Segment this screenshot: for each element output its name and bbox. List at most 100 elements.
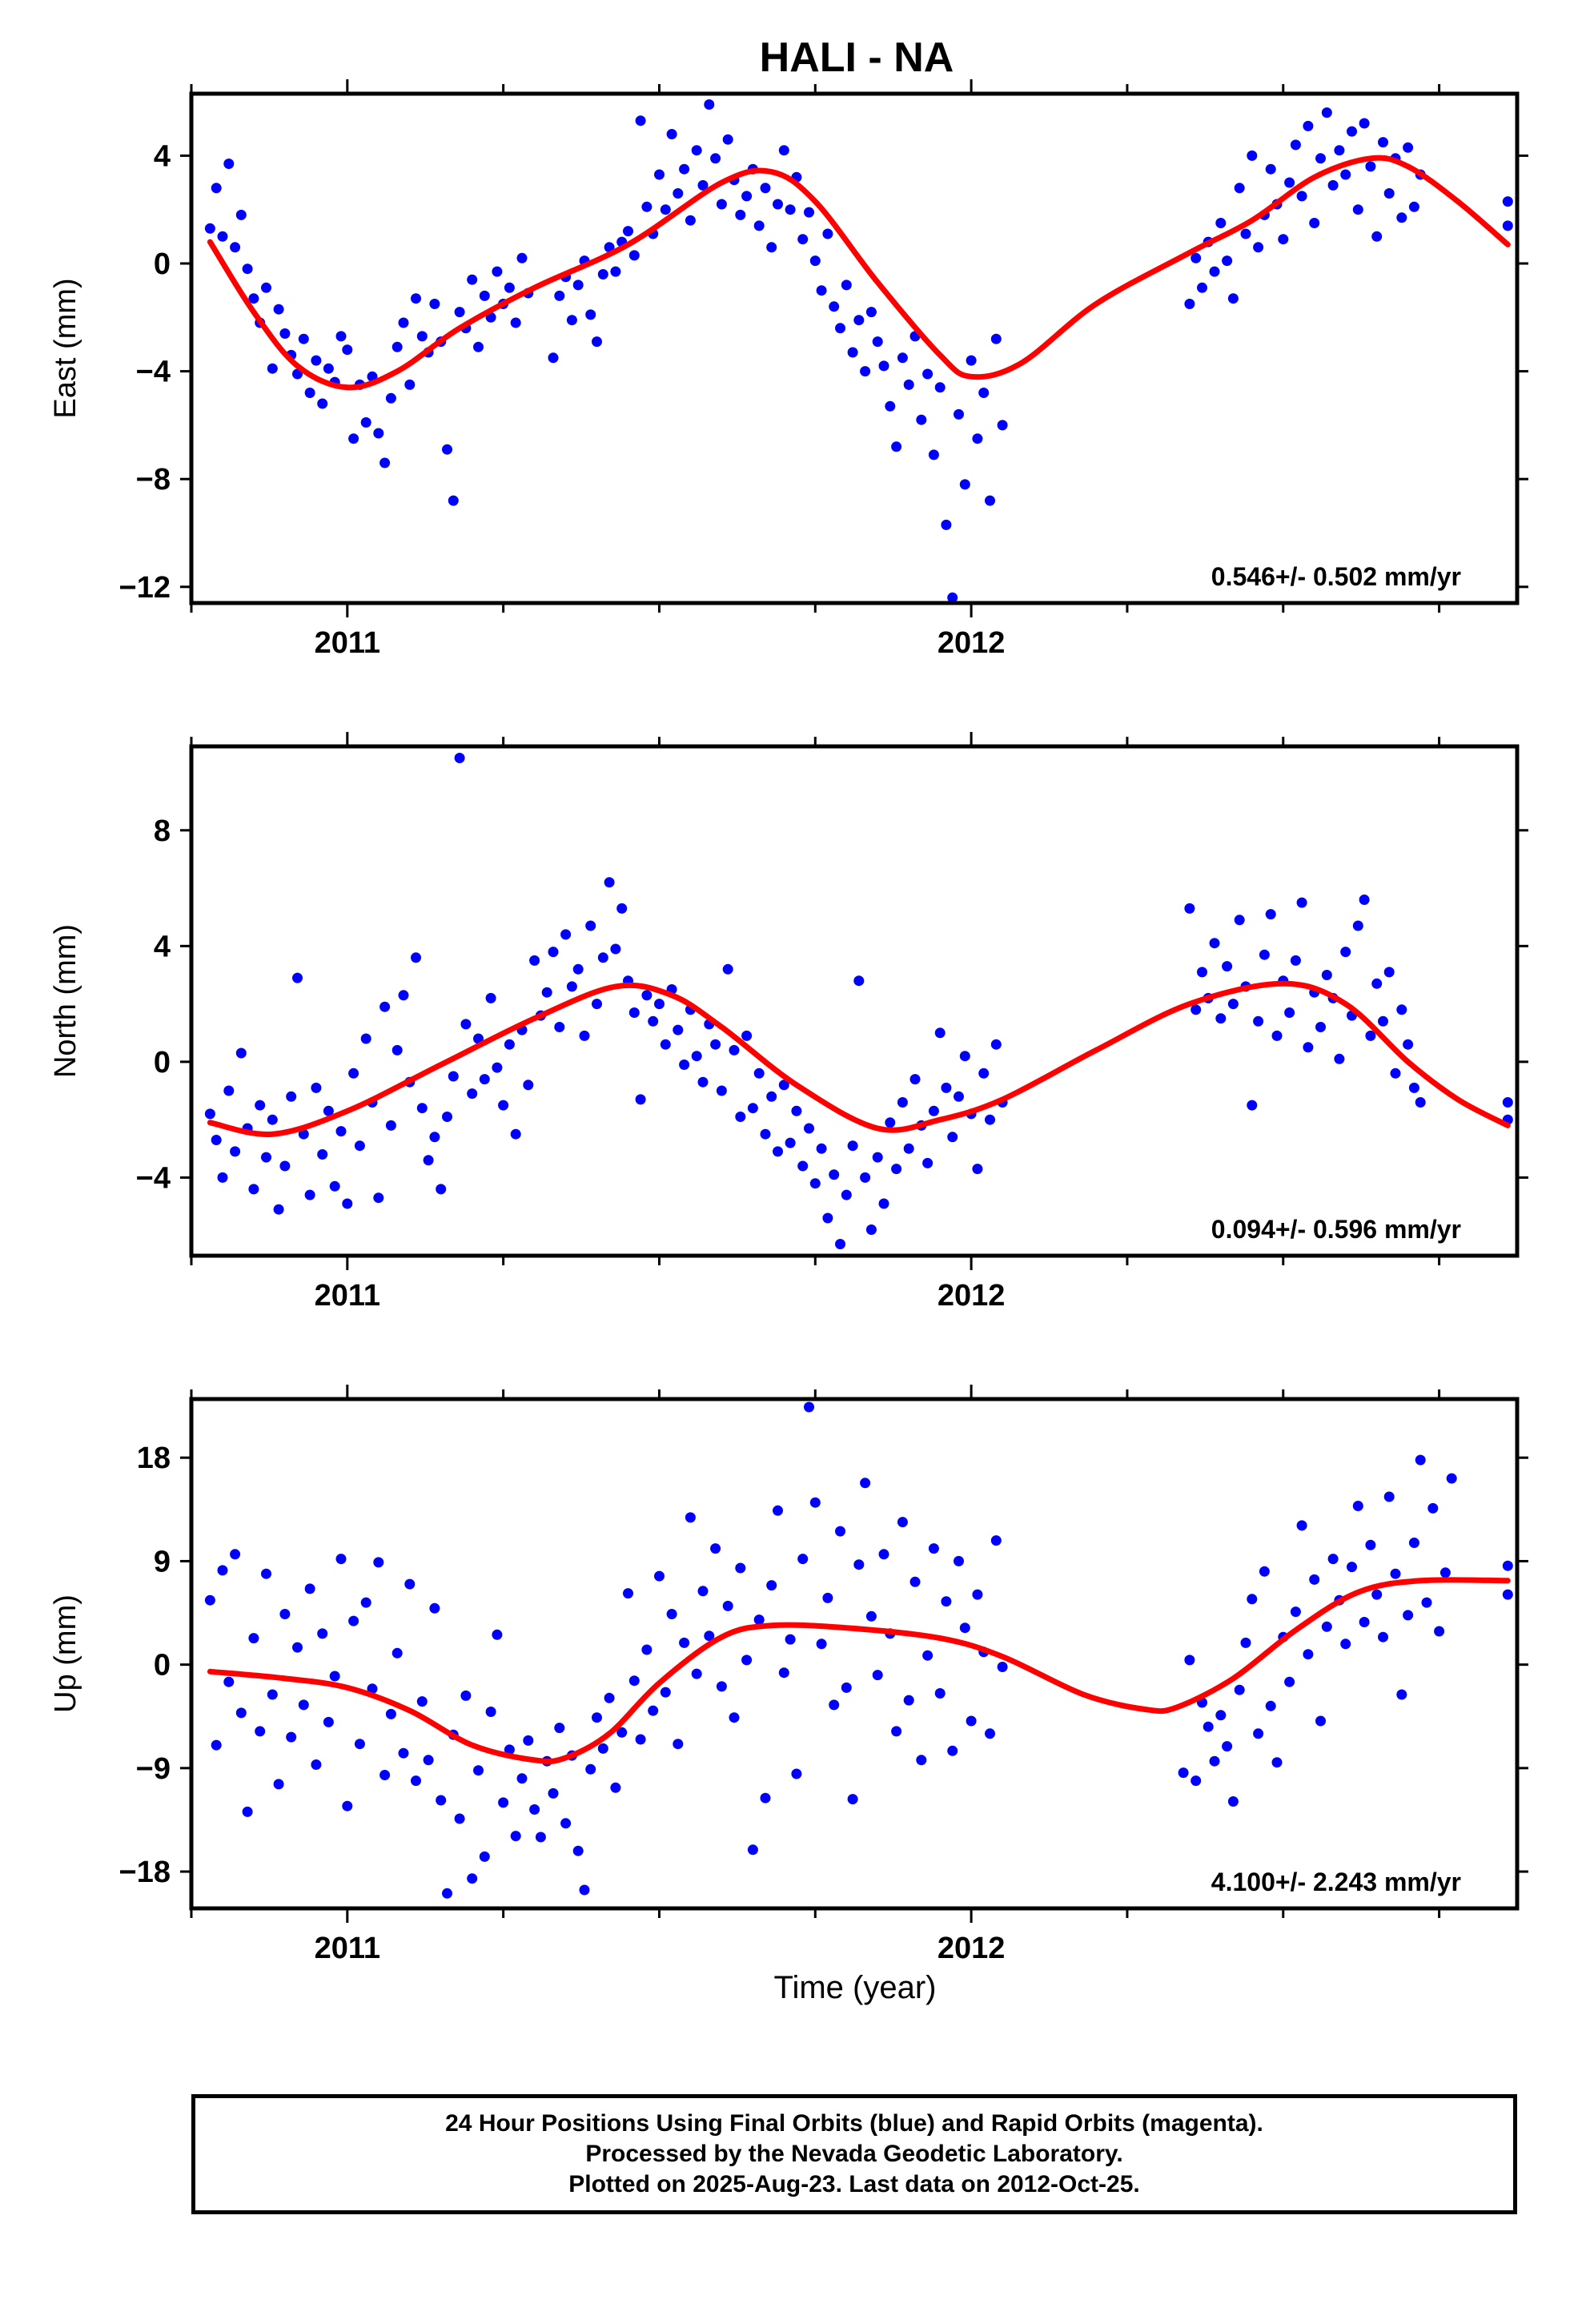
y-tick-label: 0 [154,1046,171,1080]
data-point [610,266,621,277]
data-point [298,333,309,344]
data-point [411,1775,421,1787]
data-point [436,1795,447,1806]
data-point [654,999,665,1010]
data-point [1197,282,1207,293]
footer-line-1: 24 Hour Positions Using Final Orbits (bl… [445,2110,1263,2137]
data-point [722,963,733,975]
data-point [822,1212,833,1224]
data-point [1378,1015,1388,1027]
data-point [592,1712,602,1723]
data-point [492,1629,503,1640]
data-point [479,1851,490,1862]
data-point [778,1080,789,1091]
data-point [773,199,783,210]
data-point [959,1622,970,1634]
data-point [716,1681,727,1692]
data-point [385,392,396,404]
data-point [909,1576,921,1587]
plot-frame-up [189,1397,1520,1911]
data-point [903,1695,914,1706]
data-point [966,355,977,366]
data-point [891,1164,902,1175]
data-point [1265,909,1276,920]
data-point [354,1739,365,1750]
data-point [317,1149,328,1160]
y-tick-label: 0 [154,1649,171,1683]
data-point [398,990,409,1001]
data-point [423,1155,434,1166]
data-point [1315,1715,1326,1727]
x-tick-label: 2012 [938,626,1006,660]
fit-line-east [207,155,1511,391]
y-tick-label: −9 [136,1752,171,1786]
data-point [778,1667,789,1679]
data-point [1303,120,1314,131]
data-point [448,1071,459,1082]
data-point [835,323,845,334]
data-point [997,1662,1008,1672]
data-point [729,1712,740,1723]
data-point [1265,1700,1276,1711]
data-point [729,1044,740,1055]
data-point [211,183,222,194]
data-point [261,282,271,293]
y-tick-label: 4 [154,930,171,963]
data-point [1215,1013,1227,1024]
data-point [292,1642,303,1653]
data-point [566,981,577,992]
data-point [592,336,602,348]
data-point [1371,231,1383,242]
data-point [1227,999,1239,1010]
data-point [1215,218,1227,228]
data-point [516,252,528,263]
data-point [230,242,241,253]
data-point [1290,139,1301,151]
y-axis-label: East (mm) [49,278,82,418]
data-point [641,201,652,212]
data-point [959,1051,970,1062]
y-tick-label: −4 [136,356,171,389]
data-point [317,1628,328,1639]
data-point [616,1727,628,1738]
data-point [753,220,765,231]
data-point [467,274,478,285]
data-point [710,1039,721,1050]
data-point [204,1594,215,1606]
data-point [1315,1022,1326,1032]
data-point [1439,1567,1451,1578]
data-point [1334,1053,1345,1064]
data-point [342,344,353,356]
data-points-north [204,753,1513,1249]
x-axis-label: Time (year) [774,1970,937,2005]
data-point [267,1689,278,1700]
data-point [242,263,253,275]
data-point [204,1108,215,1120]
data-point [585,920,596,931]
data-point [648,1705,659,1716]
data-point [1284,177,1295,188]
data-point [460,1690,472,1701]
data-point [822,1592,833,1603]
data-point [1396,1004,1407,1015]
data-point [267,363,278,374]
data-point [323,1105,334,1116]
panel-north: 8 4 0 −4 2011 2012 North (mm) 0.094+/- 0.596 mm… [49,732,1528,1313]
data-point [766,1091,777,1102]
data-point [934,1688,946,1699]
data-point [454,307,465,318]
data-point [816,1638,827,1650]
data-point [860,366,871,377]
data-point [442,1112,452,1122]
data-point [255,1100,266,1111]
data-point [572,279,584,291]
data-point [286,1091,297,1102]
data-point [1352,920,1363,931]
y-tick-label: −18 [119,1856,171,1889]
data-point [691,145,702,156]
data-point [635,1094,646,1105]
data-point [628,1007,640,1018]
data-point [685,1512,696,1523]
data-point [804,1401,814,1413]
data-point [1446,1473,1457,1484]
